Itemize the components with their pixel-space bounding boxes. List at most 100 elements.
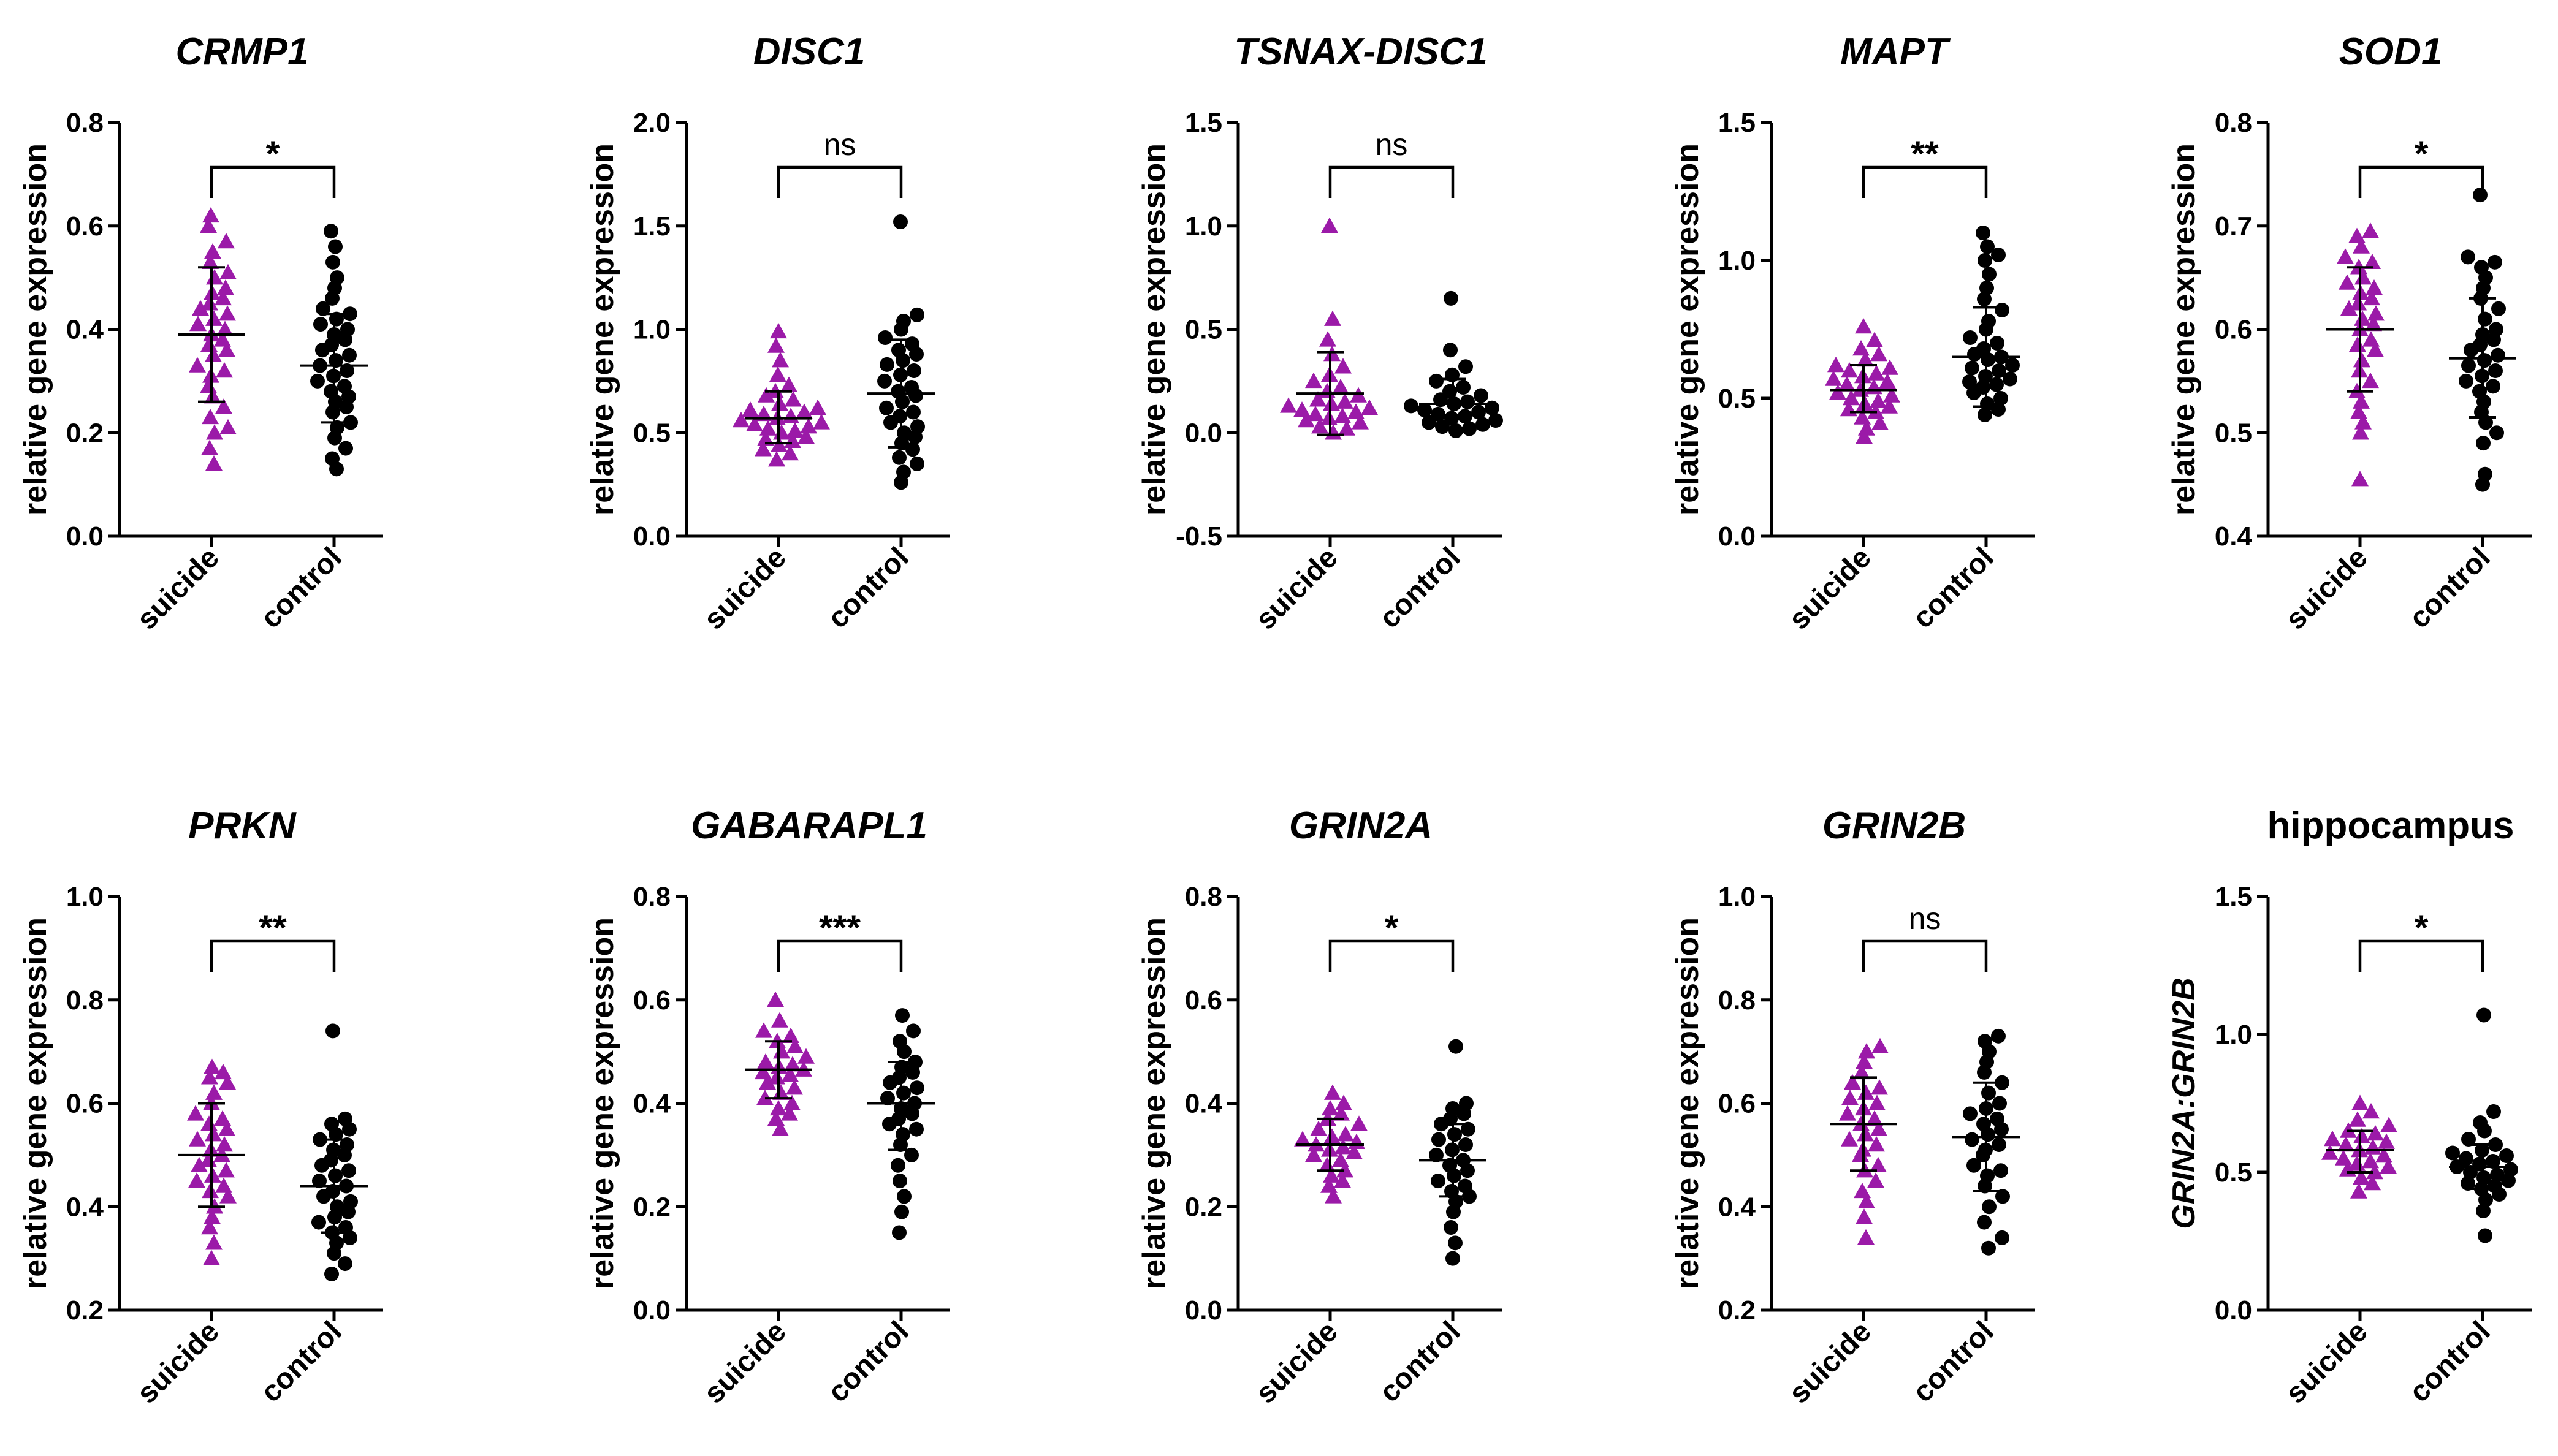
panel-9-point-suicide — [1858, 1043, 1875, 1059]
panel-1-point-control — [330, 420, 344, 435]
panel-6-significance-bracket — [210, 939, 336, 972]
panel-2-point-suicide — [768, 451, 785, 467]
panel-9-y-tick-label: 1.0 — [1718, 882, 1756, 912]
panel-9-point-control — [1992, 1096, 2007, 1111]
panel-8-significance-label: * — [1385, 908, 1399, 948]
panel-9-y-tick-label: 0.6 — [1718, 1089, 1756, 1119]
panel-10-point-suicide — [2375, 1147, 2392, 1163]
panel-7-point-control — [910, 1080, 924, 1096]
panel-3-point-control — [1458, 409, 1472, 424]
panel-8-y-tick-label: 0.8 — [1185, 882, 1222, 912]
panel-7-point-control — [895, 1008, 910, 1023]
panel-1-point-suicide — [200, 217, 217, 233]
panel-8-point-suicide — [1324, 1084, 1341, 1100]
panel-1-point-suicide — [202, 253, 219, 270]
panel-3-point-control — [1485, 400, 1499, 415]
panel-9-point-suicide — [1868, 1136, 1885, 1152]
panel-9-y-tick-label: 0.4 — [1718, 1192, 1756, 1222]
panel-4-point-suicide — [1855, 318, 1872, 334]
panel-7-y-axis-label: relative gene expression — [585, 917, 620, 1289]
panel-8-point-control — [1458, 1137, 1473, 1152]
panel-3-point-control — [1475, 417, 1490, 432]
panel-2-point-suicide — [813, 414, 830, 430]
panel-7-y-tick-label: 0.6 — [633, 985, 671, 1015]
panel-10-significance-bracket — [2358, 939, 2484, 972]
panel-4-point-suicide — [1868, 365, 1885, 381]
panel-2-point-suicide — [772, 352, 789, 368]
panel-5-point-suicide — [2339, 274, 2356, 290]
panel-5-point-control — [2476, 436, 2491, 451]
panel-2-point-suicide — [733, 412, 750, 428]
panel-7-point-suicide — [784, 1056, 801, 1072]
panel-7-point-suicide — [767, 991, 784, 1007]
panel-1-point-control — [340, 322, 355, 337]
panel-5-point-control — [2461, 249, 2475, 265]
panel-10-point-control — [2461, 1176, 2475, 1191]
panel-5-point-control — [2461, 358, 2476, 373]
panel-10-point-suicide — [2335, 1150, 2352, 1166]
panel-6-y-axis-label: relative gene expression — [18, 917, 53, 1289]
panel-6-point-control — [338, 1111, 352, 1126]
panel-9-point-suicide — [1867, 1172, 1884, 1188]
panel-10-point-control — [2490, 1167, 2505, 1183]
panel-2-point-control — [904, 380, 919, 395]
panel-3-point-suicide — [1293, 401, 1311, 417]
panel-2-point-suicide — [770, 322, 787, 339]
panel-6-point-suicide — [201, 1219, 218, 1235]
panel-5-x-tick-label-control: control — [2403, 541, 2496, 634]
panel-8-y-tick-label: 0.4 — [1185, 1089, 1223, 1119]
panel-5-significance-label: * — [2415, 134, 2429, 174]
panel-2-y-tick-label: 0.5 — [633, 418, 671, 448]
panel-6-point-suicide — [191, 1156, 208, 1172]
panel-1-title: CRMP1 — [175, 31, 308, 73]
panel-3-point-suicide — [1280, 397, 1297, 413]
panel-5-point-control — [2478, 466, 2492, 482]
panel-9-point-control — [1963, 1106, 1978, 1121]
panel-2-point-suicide — [809, 399, 826, 415]
panel-6-point-suicide — [189, 1131, 206, 1147]
panel-4-point-control — [1965, 360, 1979, 376]
panel-3-point-suicide — [1309, 391, 1327, 407]
panel-3-point-control — [1460, 394, 1475, 409]
panel-5-point-control — [2472, 384, 2487, 399]
panel-2-significance-label: ns — [824, 127, 856, 162]
panel-2-x-tick-label-suicide: suicide — [698, 541, 792, 635]
panel-5-point-suicide — [2366, 279, 2383, 295]
panel-2-y-axis-label: relative gene expression — [585, 143, 620, 515]
panel-4-point-control — [1976, 226, 1990, 240]
panel-10-significance-label: * — [2415, 908, 2429, 948]
panel-5-point-control — [2478, 311, 2492, 327]
panel-4-y-tick-label: 1.0 — [1718, 246, 1756, 276]
panel-7-point-control — [893, 1034, 907, 1049]
panel-5-point-control — [2477, 353, 2492, 368]
panel-3-point-suicide — [1311, 418, 1328, 434]
panel-4-point-control — [1989, 377, 2004, 392]
panel-6-y-tick-label: 0.2 — [66, 1295, 104, 1325]
panel-7-point-suicide — [759, 1074, 776, 1090]
panel-1-point-control — [330, 270, 344, 286]
panel-2-y-tick-label: 1.5 — [633, 211, 671, 241]
panel-6-x-tick-label-control: control — [254, 1315, 348, 1408]
panel-1-significance-label: * — [266, 134, 280, 174]
panel-7-x-tick-label-suicide: suicide — [698, 1315, 792, 1409]
panel-4-point-suicide — [1870, 346, 1887, 362]
panel-8-y-axis-label: relative gene expression — [1136, 917, 1172, 1289]
panel-2-point-control — [880, 357, 894, 372]
panel-1-point-control — [338, 441, 353, 456]
panel-1-point-suicide — [218, 341, 235, 357]
panel-3-point-control — [1429, 373, 1444, 389]
panel-5-y-tick-label: 0.5 — [2215, 418, 2252, 448]
panel-1-point-control — [343, 306, 357, 322]
panel-8-point-suicide — [1333, 1105, 1350, 1121]
panel-6-point-suicide — [215, 1177, 232, 1193]
panel-3-point-control — [1462, 421, 1477, 436]
panel-8-point-suicide — [1335, 1094, 1352, 1110]
panel-10-point-suicide — [2350, 1183, 2367, 1199]
panel-1-point-control — [337, 379, 352, 394]
panel-6-point-suicide — [215, 1063, 232, 1080]
panel-8-point-control — [1429, 1147, 1444, 1162]
panel-1-x-tick-label-suicide: suicide — [131, 541, 225, 635]
panel-5-point-control — [2489, 322, 2503, 337]
panel-7-point-control — [906, 1023, 921, 1039]
panel-1-point-suicide — [205, 455, 223, 471]
